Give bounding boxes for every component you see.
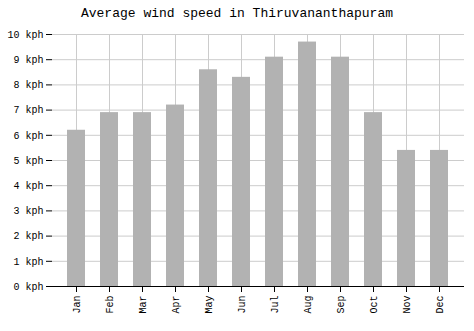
svg-text:Apr: Apr [171, 296, 182, 314]
svg-text:1 kph: 1 kph [13, 257, 43, 268]
svg-text:9 kph: 9 kph [13, 55, 43, 66]
svg-text:10 kph: 10 kph [7, 30, 43, 41]
svg-text:Feb: Feb [105, 296, 116, 314]
svg-text:Dec: Dec [435, 296, 446, 314]
svg-text:8 kph: 8 kph [13, 80, 43, 91]
svg-text:5 kph: 5 kph [13, 156, 43, 167]
svg-text:May: May [204, 296, 215, 314]
svg-text:6 kph: 6 kph [13, 131, 43, 142]
svg-text:Oct: Oct [369, 296, 380, 314]
svg-text:Nov: Nov [402, 296, 413, 314]
svg-text:Jul: Jul [270, 296, 281, 314]
svg-text:Aug: Aug [303, 296, 314, 314]
svg-text:0 kph: 0 kph [13, 282, 43, 293]
svg-text:Jun: Jun [237, 296, 248, 314]
html-text:Average wind speed in Thiruvan: Average wind speed in Thiruvananthapuram [81, 6, 393, 21]
svg-text:7 kph: 7 kph [13, 105, 43, 116]
svg-text:Sep: Sep [336, 296, 347, 314]
svg-text:2 kph: 2 kph [13, 231, 43, 242]
svg-text:Mar: Mar [138, 296, 149, 314]
svg-text:4 kph: 4 kph [13, 181, 43, 192]
svg-text:3 kph: 3 kph [13, 206, 43, 217]
svg-text:Jan: Jan [72, 296, 83, 314]
